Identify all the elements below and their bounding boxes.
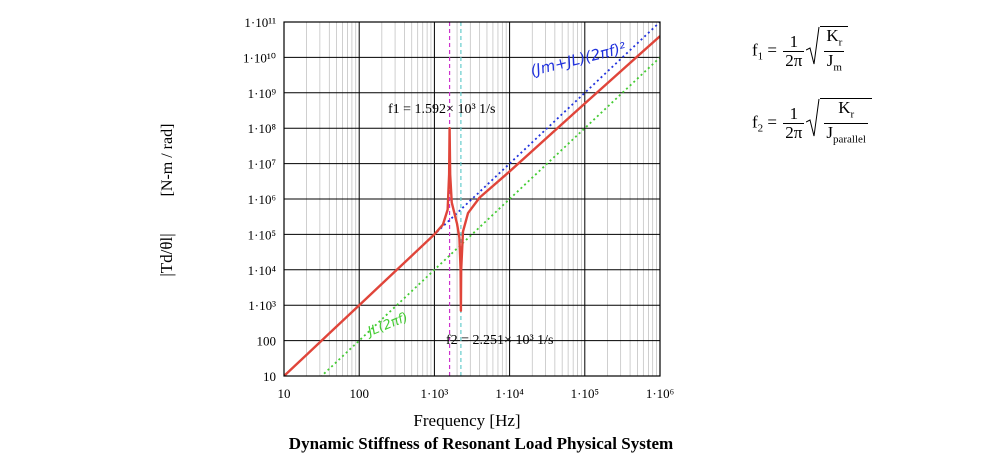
y-axis-unit: [N-m / rad]	[159, 124, 176, 197]
x-tick-label: 10	[278, 386, 291, 401]
f1-label: f1 = 1.592× 10³ 1/s	[388, 102, 496, 117]
equation-f1-fraction: 1 2π	[783, 31, 805, 70]
frequency-markers	[448, 22, 462, 376]
blue-annotation: (Jm+JL)(2πf)²	[529, 39, 628, 80]
y-tick-label: 10	[263, 369, 276, 384]
y-tick-label: 1·10⁴	[248, 263, 277, 278]
y-tick-label: 1·10⁷	[248, 157, 276, 172]
plot-frame	[283, 21, 661, 377]
y-tick-label: 1·10³	[248, 298, 276, 313]
x-tick-labels: 10 100 1·10³ 1·10⁴ 1·10⁵ 1·10⁶	[278, 386, 675, 401]
y-tick-label: 1·10¹⁰	[243, 50, 276, 65]
x-tick-label: 1·10³	[421, 386, 449, 401]
x-tick-label: 100	[349, 386, 369, 401]
x-tick-label: 1·10⁵	[571, 386, 599, 401]
equation-f1: f1 = 1 2π Kr Jm	[752, 26, 849, 77]
chart-title: Dynamic Stiffness of Resonant Load Physi…	[289, 434, 673, 453]
x-axis-label: Frequency [Hz]	[413, 411, 520, 430]
y-tick-label: 1·10⁸	[248, 121, 277, 136]
x-tick-label: 1·10⁶	[646, 386, 674, 401]
y-tick-label: 100	[257, 334, 277, 349]
equation-f2-fraction: 1 2π	[783, 103, 805, 142]
series-lines	[284, 22, 660, 376]
equation-f2-sqrt: Kr Jparallel	[806, 98, 872, 149]
x-tick-label: 1·10⁴	[495, 386, 524, 401]
f2-label: f2 = 2.251× 10³ 1/s	[446, 333, 554, 348]
equation-f1-sqrt: Kr Jm	[806, 26, 849, 77]
series-measured	[284, 35, 660, 376]
y-tick-label: 1·10⁶	[248, 192, 276, 207]
series-low-frequency-asymptote	[320, 56, 660, 376]
y-tick-label: 1·10⁹	[248, 86, 277, 101]
y-tick-label: 1·10⁵	[248, 227, 276, 242]
y-tick-label: 1·10¹¹	[244, 15, 276, 30]
y-tick-labels: 10 100 1·10³ 1·10⁴ 1·10⁵ 1·10⁶ 1·10⁷ 1·10⁸ 1·10⁹…	[243, 15, 276, 384]
y-axis-label: |Td/θl|	[157, 233, 176, 276]
equation-f2: f2 = 1 2π Kr Jparallel	[752, 98, 872, 149]
